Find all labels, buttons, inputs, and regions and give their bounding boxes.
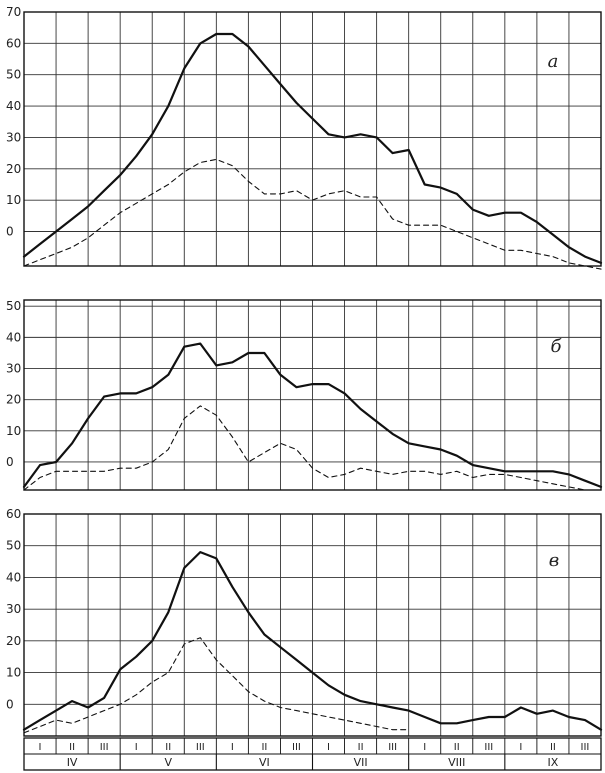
decade-label: II	[454, 742, 460, 753]
decade-label: II	[165, 742, 171, 753]
panel-frame	[23, 11, 602, 267]
panel-label: б	[551, 336, 563, 357]
month-label: VII	[354, 756, 368, 769]
y-tick-label: 60	[6, 507, 21, 521]
y-tick-label: 20	[6, 162, 21, 176]
month-label: VIII	[448, 756, 465, 769]
decade-label: I	[231, 742, 234, 753]
decade-label: III	[581, 742, 590, 753]
decade-ticks: I II III I II III I II III I II III I II III I II III	[39, 738, 590, 754]
decade-label: I	[423, 742, 426, 753]
decade-label: II	[550, 742, 556, 753]
y-tick-label: 40	[6, 570, 21, 584]
chart-panel: 0 10 20 30 40 50 60 в	[6, 507, 603, 737]
chart-panels: 0 10 20 30 40 50 60 70 а 0 10 20 30 40 50 б 0 10 20 30 40 50 6…	[6, 5, 603, 737]
series-line-solid	[22, 342, 603, 488]
series-line-solid	[22, 32, 603, 264]
y-tick-label: 40	[6, 330, 21, 344]
y-tick-label: 60	[6, 36, 21, 50]
series-line-dashed	[23, 158, 602, 270]
decade-label: I	[327, 742, 330, 753]
y-tick-label: 20	[6, 634, 21, 648]
y-tick-label: 10	[6, 666, 21, 680]
y-tick-label: 30	[6, 362, 21, 376]
panel-frame	[23, 299, 602, 491]
y-tick-label: 50	[6, 299, 21, 313]
chart-panel: 0 10 20 30 40 50 60 70 а	[6, 5, 603, 270]
y-tick-label: 0	[6, 697, 14, 711]
decade-label: II	[358, 742, 364, 753]
decade-label: III	[388, 742, 397, 753]
y-tick-label: 10	[6, 424, 21, 438]
y-tick-label: 40	[6, 99, 21, 113]
decade-label: II	[69, 742, 75, 753]
series-line-dashed	[23, 637, 410, 734]
decade-label: II	[261, 742, 267, 753]
month-label: V	[164, 756, 172, 769]
y-tick-label: 20	[6, 393, 21, 407]
y-tick-label: 30	[6, 130, 21, 144]
y-tick-label: 0	[6, 455, 14, 469]
decade-label: III	[100, 742, 109, 753]
panel-label: а	[548, 51, 559, 72]
y-tick-label: 70	[6, 5, 21, 19]
decade-label: III	[196, 742, 205, 753]
month-label: IV	[67, 756, 78, 769]
month-ticks: IV V VI VII VIII IX	[67, 754, 559, 770]
series-line-dashed	[23, 405, 602, 491]
y-tick-label: 50	[6, 68, 21, 82]
panel-label: в	[549, 550, 559, 571]
decade-label: I	[135, 742, 138, 753]
month-label: IX	[548, 756, 559, 769]
decade-label: III	[292, 742, 301, 753]
y-tick-label: 50	[6, 539, 21, 553]
x-axis: I II III I II III I II III I II III I II III I II III IV V…	[23, 737, 602, 771]
panel-frame	[23, 513, 602, 737]
series-line-solid	[22, 551, 603, 731]
month-label: VI	[259, 756, 270, 769]
decade-label: I	[39, 742, 42, 753]
decade-label: III	[484, 742, 493, 753]
chart-panel: 0 10 20 30 40 50 б	[6, 299, 603, 491]
y-tick-label: 0	[6, 225, 14, 239]
y-tick-label: 10	[6, 193, 21, 207]
decade-label: I	[519, 742, 522, 753]
y-tick-label: 30	[6, 602, 21, 616]
